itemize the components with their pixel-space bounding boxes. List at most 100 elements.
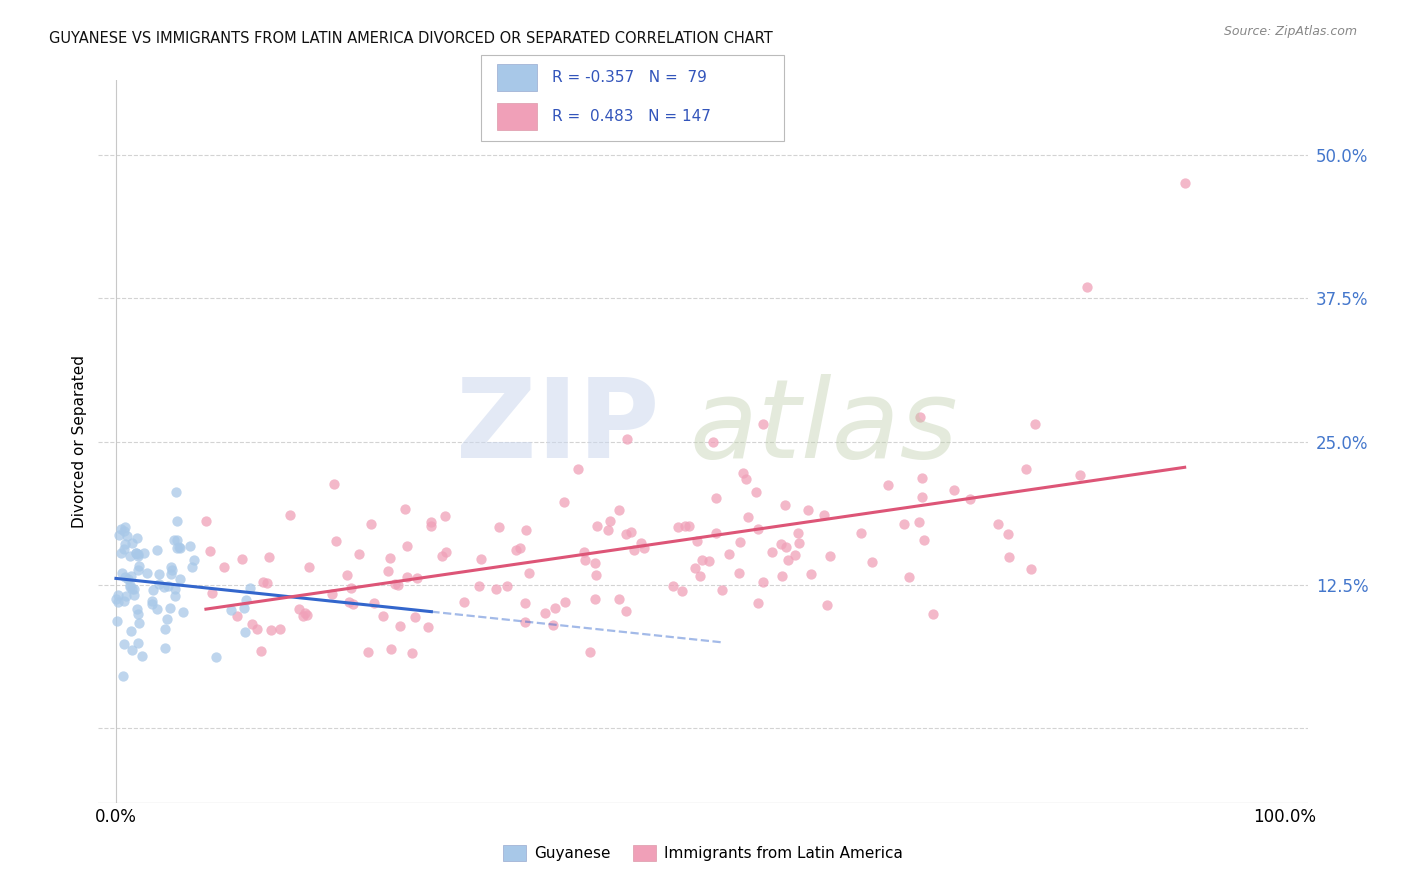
Point <box>204 649 226 664</box>
Point <box>1174 177 1197 191</box>
Point <box>987 516 1010 531</box>
Point <box>112 638 135 652</box>
Text: R =  0.483   N = 147: R = 0.483 N = 147 <box>553 110 711 124</box>
Point <box>733 466 755 480</box>
Point <box>153 641 176 656</box>
Point <box>166 541 188 556</box>
Point <box>745 485 768 500</box>
Point <box>127 636 149 650</box>
Point <box>849 525 872 540</box>
Point <box>153 622 176 636</box>
Point <box>553 494 575 508</box>
Point <box>683 560 706 574</box>
Point <box>131 648 153 663</box>
Point <box>363 596 385 610</box>
Point <box>160 566 183 581</box>
Point <box>122 588 145 602</box>
Point <box>141 597 163 611</box>
Point <box>121 535 143 549</box>
Point <box>997 550 1019 565</box>
Point <box>128 558 150 573</box>
Point <box>125 602 148 616</box>
Point <box>718 547 741 561</box>
Point <box>169 572 191 586</box>
Point <box>153 580 176 594</box>
Point <box>342 597 364 611</box>
Point <box>172 605 194 619</box>
Point <box>118 549 141 563</box>
Point <box>704 526 727 541</box>
Point <box>105 614 128 628</box>
Point <box>922 607 945 622</box>
Point <box>167 540 190 554</box>
Point <box>165 582 187 596</box>
FancyBboxPatch shape <box>496 64 537 91</box>
Point <box>239 581 262 595</box>
Point <box>118 578 141 592</box>
FancyBboxPatch shape <box>496 103 537 130</box>
Point <box>997 527 1019 541</box>
Point <box>110 522 132 536</box>
Point <box>505 542 527 557</box>
Point <box>112 594 135 608</box>
Point <box>728 534 751 549</box>
Point <box>117 572 139 586</box>
Point <box>125 546 148 560</box>
Point <box>142 582 165 597</box>
Point <box>198 544 221 558</box>
Point <box>433 509 456 524</box>
Point <box>394 502 416 516</box>
Point <box>747 596 769 610</box>
Point <box>488 520 510 534</box>
Y-axis label: Divorced or Separated: Divorced or Separated <box>72 355 87 528</box>
Point <box>148 577 170 591</box>
Point <box>257 550 280 565</box>
Point <box>337 595 360 609</box>
Point <box>194 514 217 528</box>
Point <box>599 514 621 528</box>
Point <box>513 596 536 610</box>
Point <box>111 566 134 581</box>
Point <box>278 508 301 522</box>
Point <box>908 515 931 529</box>
Point <box>673 519 696 533</box>
Point <box>246 622 269 636</box>
Point <box>250 644 273 658</box>
Point <box>180 560 202 574</box>
Point <box>585 567 607 582</box>
Point <box>778 553 800 567</box>
Point <box>162 533 184 548</box>
Point <box>614 526 637 541</box>
Point <box>384 577 406 591</box>
Point <box>583 592 606 607</box>
Point <box>166 515 188 529</box>
Text: Source: ZipAtlas.com: Source: ZipAtlas.com <box>1223 25 1357 38</box>
Point <box>1076 279 1098 293</box>
Point <box>107 588 129 602</box>
Point <box>112 524 135 539</box>
Point <box>515 524 537 538</box>
Point <box>252 574 274 589</box>
Point <box>120 568 142 582</box>
Point <box>630 535 652 549</box>
Point <box>396 539 419 553</box>
FancyBboxPatch shape <box>481 55 785 141</box>
Point <box>295 607 318 622</box>
Point <box>583 557 606 571</box>
Point <box>260 623 283 637</box>
Point <box>959 491 981 506</box>
Point <box>761 545 783 559</box>
Point <box>225 608 247 623</box>
Point <box>711 583 734 598</box>
Point <box>396 570 419 584</box>
Point <box>115 529 138 543</box>
Point <box>156 612 179 626</box>
Point <box>661 579 683 593</box>
Point <box>671 584 693 599</box>
Point <box>380 550 402 565</box>
Text: ZIP: ZIP <box>456 374 659 481</box>
Point <box>179 539 201 553</box>
Point <box>704 491 727 505</box>
Point <box>112 669 135 683</box>
Point <box>336 567 359 582</box>
